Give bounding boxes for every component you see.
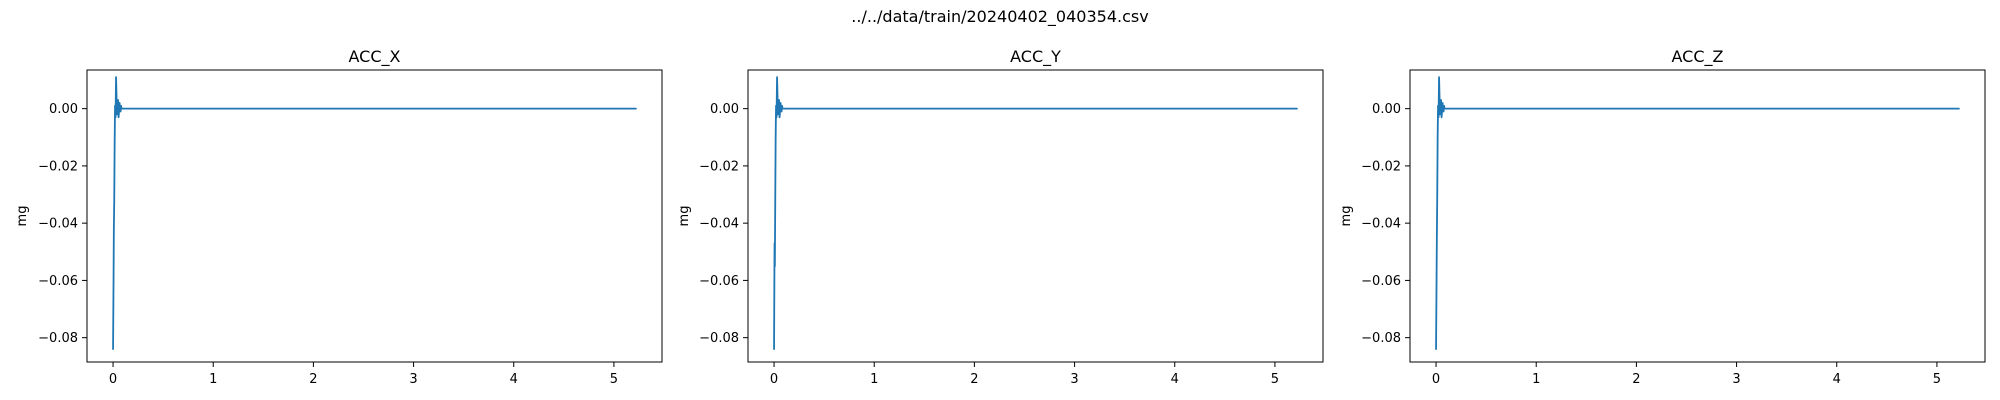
y-axis-label: mg [1339,206,1354,227]
x-tick-label: 3 [1070,372,1078,387]
y-tick-label: −0.06 [1361,274,1401,289]
x-tick-label: 4 [1833,372,1841,387]
axes-frame [1409,69,1986,363]
series-line [1435,76,1960,351]
x-tick-label: 2 [970,372,978,387]
plot-area [1435,76,1960,351]
y-tick-label: 0.00 [49,102,78,117]
y-tick-label: 0.00 [710,102,739,117]
x-tick-label: 5 [610,372,618,387]
axes-frame [747,69,1324,363]
subplot-acc-z: ACC_Z mg 0 1 2 3 4 5 −0.08 −0.06 −0.04 −0.02 0.00 [1339,47,1986,387]
subplot-title: ACC_X [349,47,401,67]
y-tick-label: −0.04 [699,217,739,232]
y-tick-label: −0.02 [1361,159,1401,174]
x-tick-label: 2 [309,372,317,387]
series-line [773,76,1298,351]
y-tick-label: −0.08 [699,331,739,346]
plot-area [112,76,637,351]
y-tick-label: −0.06 [699,274,739,289]
x-tick-label: 1 [870,372,878,387]
y-tick-label: −0.02 [699,159,739,174]
y-tick-label: −0.08 [38,331,78,346]
plot-area [773,76,1298,351]
y-axis-label: mg [15,206,30,227]
subplot-acc-y: ACC_Y mg 0 1 2 3 4 5 −0.08 −0.06 −0.04 −0.02 0.00 [677,47,1324,387]
x-tick-label: 4 [1171,372,1179,387]
x-tick-label: 0 [1432,372,1440,387]
subplot-title: ACC_Z [1672,47,1724,67]
y-tick-label: −0.04 [38,217,78,232]
x-tick-label: 5 [1933,372,1941,387]
x-tick-label: 5 [1271,372,1279,387]
y-tick-label: −0.08 [1361,331,1401,346]
x-tick-label: 4 [510,372,518,387]
y-tick-label: −0.04 [1361,217,1401,232]
x-tick-label: 3 [409,372,417,387]
x-tick-label: 2 [1632,372,1640,387]
x-tick-label: 0 [770,372,778,387]
x-tick-label: 3 [1732,372,1740,387]
axes-frame [86,69,663,363]
subplot-acc-x: ACC_X mg 0 1 2 3 4 5 −0.08 −0.06 −0.04 −0.02 0.00 [15,47,663,387]
subplot-title: ACC_Y [1010,47,1061,67]
y-tick-label: 0.00 [1372,102,1401,117]
series-line [112,76,637,351]
y-axis-label: mg [677,206,692,227]
x-tick-label: 1 [209,372,217,387]
x-tick-label: 1 [1532,372,1540,387]
x-tick-label: 0 [109,372,117,387]
y-tick-label: −0.06 [38,274,78,289]
figure-suptitle: ../../data/train/20240402_040354.csv [851,7,1148,27]
y-tick-label: −0.02 [38,159,78,174]
